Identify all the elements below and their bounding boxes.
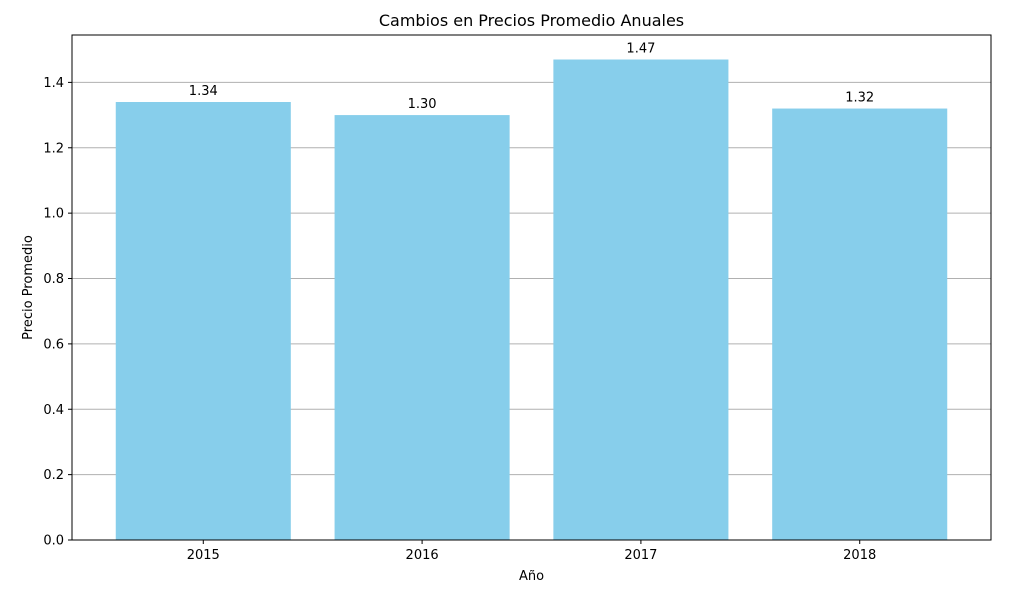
data-label-2018: 1.32 (845, 91, 874, 106)
y-tick-label: 1.0 (43, 207, 64, 222)
plot-frame (71, 34, 992, 541)
y-tick-label: 1.4 (43, 76, 64, 91)
data-label-2015: 1.34 (189, 84, 218, 99)
y-tick-label: 0.8 (43, 272, 64, 287)
chart-title: Cambios en Precios Promedio Anuales (379, 11, 684, 30)
x-tick-label: 2016 (406, 548, 439, 563)
x-tick-label: 2015 (187, 548, 220, 563)
data-labels: 1.34 1.30 1.47 1.32 (189, 42, 874, 113)
bar-2015 (115, 102, 291, 540)
bars (115, 59, 948, 541)
x-axis-label: Año (519, 569, 544, 584)
bar-2016 (334, 115, 510, 541)
bar-2017 (553, 59, 729, 541)
bar-2018 (772, 108, 948, 540)
y-tick-label: 1.2 (43, 141, 64, 156)
x-axis-ticks: 2015 2016 2017 2018 (187, 540, 876, 563)
y-tick-label: 0.4 (43, 403, 64, 418)
data-label-2017: 1.47 (626, 42, 655, 57)
y-tick-label: 0.2 (43, 468, 64, 483)
x-tick-label: 2017 (624, 548, 657, 563)
x-tick-label: 2018 (843, 548, 876, 563)
y-axis-label: Precio Promedio (21, 235, 36, 340)
y-tick-label: 0.6 (43, 337, 64, 352)
y-tick-label: 0.0 (43, 534, 64, 549)
y-axis-ticks: 0.0 0.2 0.4 0.6 0.8 1.0 1.2 1.4 (43, 76, 72, 549)
data-label-2016: 1.30 (408, 97, 437, 112)
